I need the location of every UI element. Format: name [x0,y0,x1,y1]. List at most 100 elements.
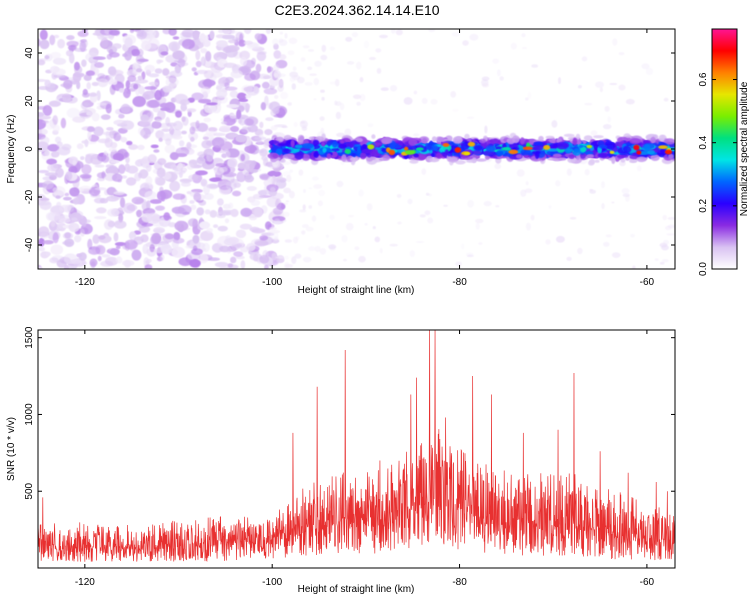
spectrogram-x-tick-label: -120 [75,277,95,288]
noise-cell [155,130,165,140]
noise-cell [589,188,593,192]
signal-cell [371,134,376,139]
colorbar-label: Normalized spectral amplitude [739,81,750,216]
noise-cell [421,168,427,176]
signal-cell [339,140,344,144]
noise-cell [269,260,279,266]
noise-cell [64,238,75,247]
noise-cell [299,209,307,213]
noise-cell [238,98,249,103]
noise-cell [91,81,99,87]
noise-cell [278,73,286,78]
noise-cell [142,243,149,255]
noise-cell [267,66,274,73]
noise-cell [79,41,87,52]
noise-cell [531,64,539,68]
noise-cell [662,214,667,221]
noise-cell [421,97,428,104]
noise-cell [172,193,186,200]
noise-cell [50,51,62,59]
noise-cell [57,146,71,156]
noise-cell [475,218,484,224]
noise-cell [314,60,322,67]
noise-cell [264,264,269,269]
noise-cell [204,104,217,114]
noise-cell [226,104,240,109]
noise-cell [47,144,60,152]
noise-cell [113,191,125,196]
noise-cell [259,254,270,264]
noise-cell [198,98,212,104]
noise-cell [230,208,239,218]
noise-cell [275,160,280,166]
noise-cell [97,153,107,162]
noise-cell [201,86,211,95]
signal-cell [556,141,569,150]
noise-cell [359,77,364,83]
noise-cell [92,56,106,60]
noise-cell [69,187,80,197]
signal-cell [616,154,629,159]
signal-cell [351,152,356,157]
signal-cell [622,145,632,153]
noise-cell [641,63,650,70]
signal-cell [431,136,437,142]
signal-cell [496,150,504,156]
signal-cell [280,158,286,163]
noise-cell [162,68,170,76]
noise-cell [52,115,58,126]
noise-cell [254,136,267,141]
noise-cell [254,238,268,247]
noise-cell [192,218,198,230]
noise-cell [163,212,171,221]
noise-cell [137,58,149,63]
noise-cell [171,246,185,258]
snr-series-line [38,330,675,563]
noise-cell [301,224,309,229]
signal-peak-cell [543,145,551,150]
signal-cell [430,144,439,151]
noise-cell [87,126,95,133]
noise-cell [42,240,54,245]
noise-cell [274,95,279,99]
noise-cell [142,90,156,100]
noise-cell [244,73,256,81]
signal-peak-cell [467,141,476,147]
noise-cell [341,234,348,243]
signal-cell [421,137,428,144]
noise-cell [86,82,91,90]
noise-cell [38,106,47,110]
noise-cell [494,163,502,170]
noise-cell [566,256,572,261]
noise-cell [100,29,114,36]
noise-cell [189,258,201,268]
noise-cell [601,203,605,210]
noise-cell [56,259,67,268]
noise-cell [153,149,160,153]
noise-cell [104,137,113,148]
noise-cell [403,97,413,105]
noise-cell [230,70,243,79]
noise-cell [199,221,211,230]
noise-cell [192,234,200,244]
noise-cell [86,111,93,116]
noise-cell [97,102,107,106]
noise-cell [191,248,203,256]
noise-cell [424,210,431,216]
noise-cell [113,119,127,126]
noise-cell [569,216,577,220]
noise-cell [555,235,565,243]
noise-cell [666,233,675,236]
signal-peak-cell [454,147,462,153]
noise-cell [254,33,262,41]
noise-cell [263,88,278,95]
signal-cell [629,138,641,145]
noise-cell [74,235,82,243]
noise-cell [345,222,354,231]
noise-cell [160,244,173,255]
noise-cell [255,63,262,73]
noise-cell [625,98,635,105]
noise-cell [264,129,273,136]
noise-cell [364,222,368,226]
noise-cell [118,164,126,175]
